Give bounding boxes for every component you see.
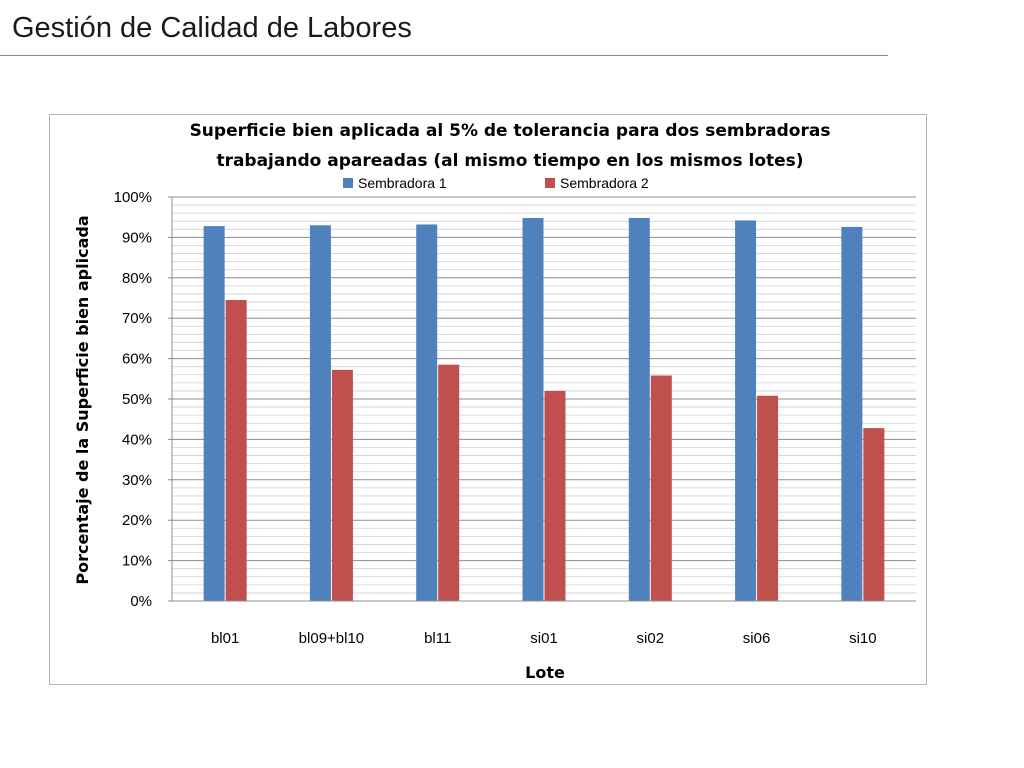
- x-tick-labels: bl01 bl09+bl10 bl11 si01 si02 si06 si10: [211, 630, 877, 647]
- x-tick-label: si10: [849, 630, 877, 647]
- y-tick-label: 0%: [130, 593, 152, 610]
- title-divider: [0, 55, 888, 56]
- chart-title-line-2: trabajando apareadas (al mismo tiempo en…: [216, 151, 803, 171]
- x-tick-label: si06: [743, 630, 771, 647]
- chart-title-line-1: Superficie bien aplicada al 5% de tolera…: [190, 121, 831, 141]
- bar-sembradora-1-si10: [841, 226, 863, 601]
- y-tick-label: 30%: [122, 472, 152, 489]
- y-axis-title: Porcentaje de la Superficie bien aplicad…: [73, 215, 92, 584]
- legend: Sembradora 1 Sembradora 2: [343, 175, 649, 191]
- bar-sembradora-1-si01: [522, 218, 544, 601]
- bars: [203, 218, 885, 602]
- x-tick-label: bl09+bl10: [299, 630, 364, 647]
- bar-sembradora-2-bl01: [225, 300, 247, 601]
- x-axis-title: Lote: [525, 663, 565, 682]
- bar-sembradora-2-si10: [863, 428, 885, 601]
- bar-sembradora-2-si01: [544, 390, 566, 601]
- bar-sembradora-2-bl11: [438, 364, 460, 601]
- y-tick-label: 20%: [122, 512, 152, 529]
- legend-swatch-series-2: [545, 178, 555, 188]
- bar-sembradora-1-bl11: [416, 224, 438, 602]
- y-tick-label: 70%: [122, 310, 152, 327]
- x-tick-label: si01: [530, 630, 558, 647]
- y-tick-label: 80%: [122, 270, 152, 287]
- x-tick-label: bl11: [424, 630, 451, 647]
- y-tick-label: 10%: [122, 553, 152, 570]
- bar-sembradora-1-si02: [628, 218, 650, 601]
- legend-label-series-1: Sembradora 1: [358, 175, 447, 191]
- bar-sembradora-1-bl09+bl10: [309, 225, 331, 601]
- gridlines: [172, 196, 916, 594]
- y-tick-label: 40%: [122, 431, 152, 448]
- y-tick-label: 60%: [122, 351, 152, 368]
- bar-sembradora-2-si02: [650, 375, 672, 601]
- y-tick-label: 50%: [122, 391, 152, 408]
- legend-label-series-2: Sembradora 2: [560, 175, 649, 191]
- x-tick-label: si02: [637, 630, 665, 647]
- y-tick-label: 100%: [114, 189, 152, 206]
- y-tick-label: 90%: [122, 229, 152, 246]
- y-tick-labels: 0% 10% 20% 30% 40% 50% 60% 70% 80% 90% 100%: [114, 189, 172, 610]
- bar-sembradora-2-bl09+bl10: [331, 369, 353, 601]
- x-tick-label: bl01: [211, 630, 239, 647]
- slide-title: Gestión de Calidad de Labores: [12, 12, 412, 44]
- legend-swatch-series-1: [343, 178, 353, 188]
- bar-sembradora-1-si06: [735, 220, 757, 601]
- bar-sembradora-1-bl01: [203, 226, 225, 601]
- bar-sembradora-2-si06: [757, 395, 779, 601]
